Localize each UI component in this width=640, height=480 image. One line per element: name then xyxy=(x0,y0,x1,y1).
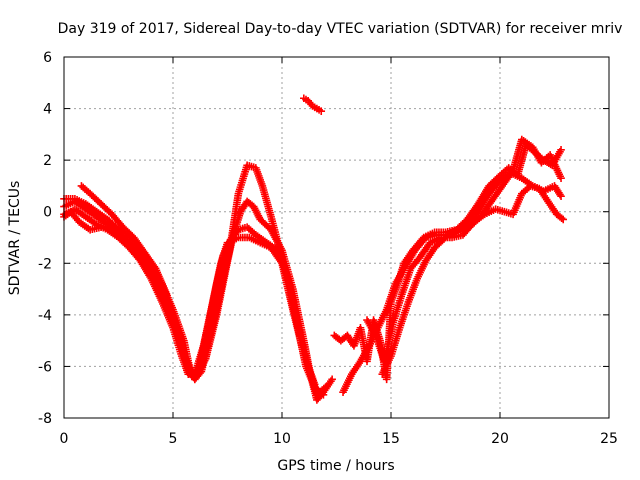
series-track-e xyxy=(77,182,171,299)
y-tick-label: -4 xyxy=(38,308,52,324)
data-point xyxy=(319,390,328,399)
x-tick-label: 15 xyxy=(382,431,400,447)
x-tick-label: 5 xyxy=(169,431,178,447)
y-tick-label: 2 xyxy=(43,153,52,169)
chart-title: Day 319 of 2017, Sidereal Day-to-day VTE… xyxy=(58,21,623,37)
data-point xyxy=(328,375,336,384)
x-tick-label: 20 xyxy=(491,431,509,447)
series-track-g xyxy=(339,140,565,397)
series-track-j xyxy=(300,94,326,115)
data-point xyxy=(557,174,565,182)
data-point xyxy=(559,215,568,224)
axis-ticks xyxy=(63,56,610,419)
x-tick-label: 0 xyxy=(60,431,69,447)
grid xyxy=(64,57,609,418)
y-tick-label: -8 xyxy=(38,411,52,427)
x-tick-label: 10 xyxy=(273,431,291,447)
x-axis-label: GPS time / hours xyxy=(277,458,394,474)
y-tick-label: 4 xyxy=(43,102,52,118)
x-tick-label: 25 xyxy=(600,431,618,447)
y-tick-label: 0 xyxy=(43,205,52,221)
y-tick-label: -6 xyxy=(38,359,52,375)
plot-frame xyxy=(63,56,610,419)
data-point xyxy=(321,383,330,391)
data-point xyxy=(557,146,565,154)
y-axis-label: SDTVAR / TECUs xyxy=(7,181,23,296)
data-point xyxy=(557,192,565,201)
data-point xyxy=(162,290,171,299)
series-track-i xyxy=(378,135,565,378)
data-points xyxy=(60,94,568,404)
data-point xyxy=(317,107,326,115)
tick-labels: 0 5 10 15 20 25 -8 -6 -4 -2 0 2 4 6 xyxy=(38,50,618,447)
series-track-d xyxy=(60,161,328,399)
y-tick-label: 6 xyxy=(43,50,52,66)
y-tick-label: -2 xyxy=(38,256,52,272)
